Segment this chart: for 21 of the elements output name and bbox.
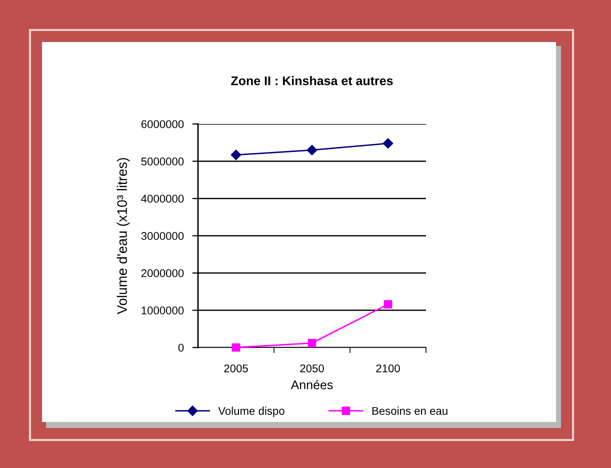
y-tick-label: 5000000 [141, 158, 184, 166]
y-tick-label: 3000000 [141, 232, 184, 240]
point [384, 300, 392, 308]
y-tick-label: 0 [178, 344, 184, 352]
point [382, 138, 394, 148]
y-tick-label: 6000000 [141, 120, 184, 128]
point [230, 150, 242, 160]
y-tick-label: 2000000 [141, 269, 184, 278]
x-axis-title: Années [290, 380, 333, 390]
y-tick-label: 1000000 [142, 306, 184, 314]
legend-label: Besoins en eau [372, 406, 448, 415]
point [232, 343, 240, 352]
point [308, 338, 316, 348]
y-tick-label: 4000000 [141, 194, 184, 203]
chart-title: Zone II : Kinshasa et autres [231, 76, 393, 86]
point [306, 144, 318, 156]
x-tick-label: 2100 [376, 364, 400, 372]
x-tick-label: 2005 [224, 364, 248, 372]
y-axis-title: Volume d'eau (x10³ litres) [116, 158, 130, 314]
legend-label: Volume dispo [218, 406, 284, 418]
x-tick-label: 2050 [300, 364, 324, 372]
